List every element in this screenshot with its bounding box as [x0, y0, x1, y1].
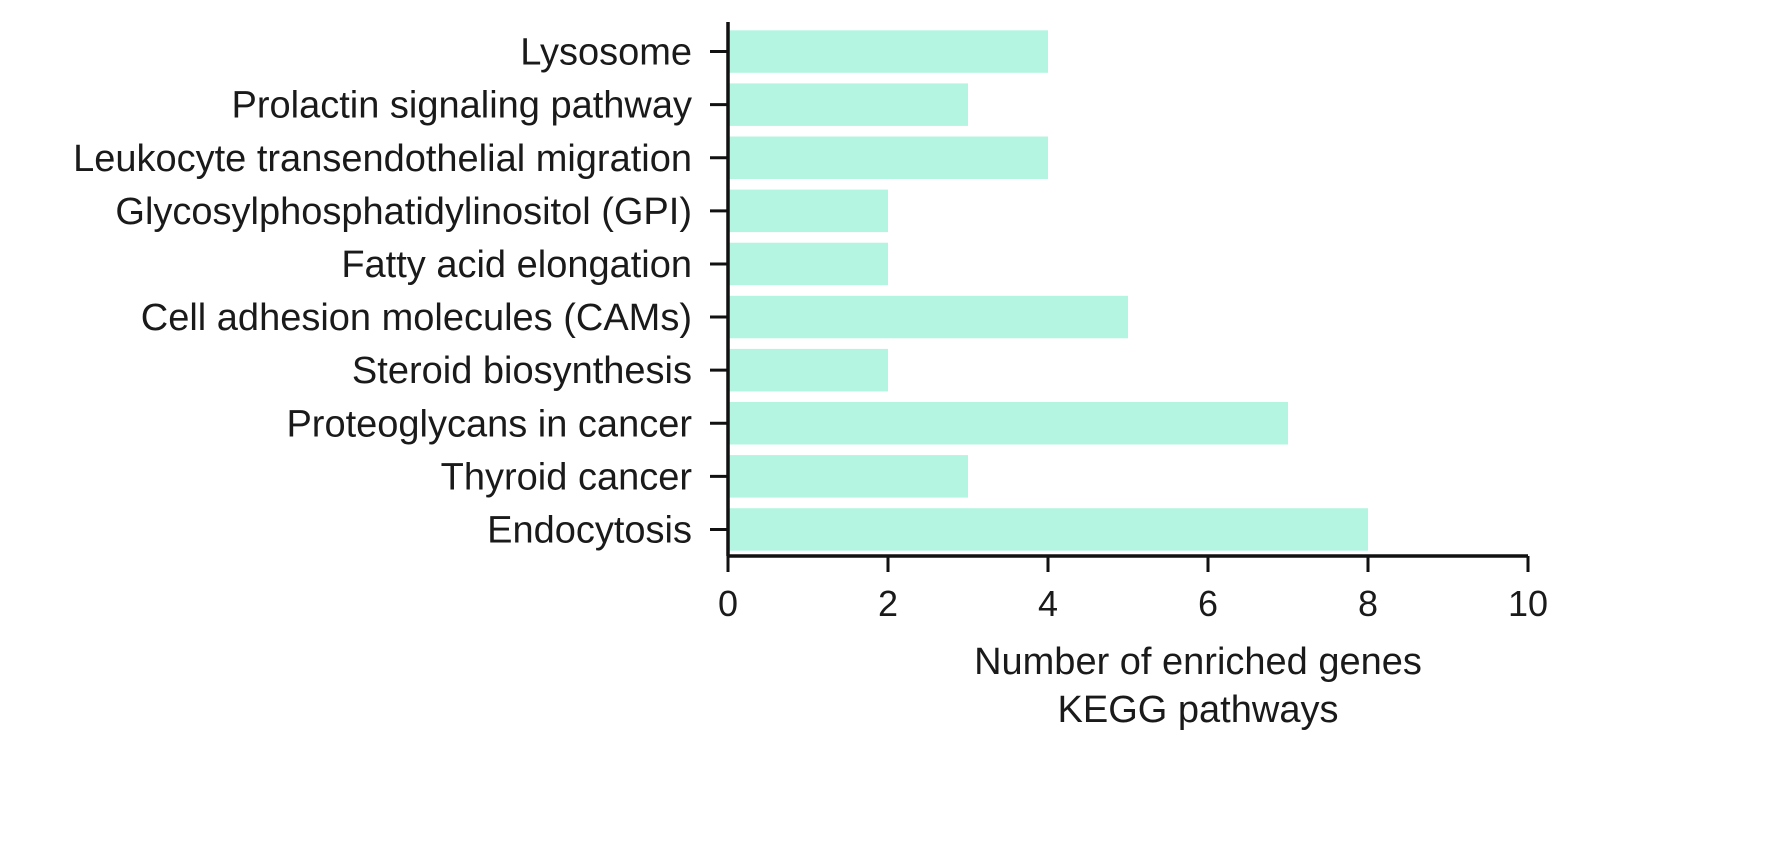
x-tick-label-4: 8 [1358, 583, 1378, 624]
bar-0 [728, 30, 1048, 73]
category-label-8: Thyroid cancer [441, 456, 693, 498]
bar-6 [728, 348, 888, 392]
bar-2 [728, 136, 1048, 179]
x-tick-label-2: 4 [1038, 583, 1058, 624]
category-label-7: Proteoglycans in cancer [286, 403, 692, 445]
category-label-5: Cell adhesion molecules (CAMs) [141, 297, 692, 339]
bar-9 [728, 508, 1368, 551]
x-tick-label-5: 10 [1508, 583, 1548, 624]
bar-3 [728, 189, 888, 233]
category-label-4: Fatty acid elongation [341, 244, 692, 286]
category-label-3: Glycosylphosphatidylinositol (GPI) [115, 191, 692, 233]
x-tick-label-0: 0 [718, 583, 738, 624]
bar-1 [728, 83, 968, 126]
x-tick-label-1: 2 [878, 583, 898, 624]
x-tick-label-3: 6 [1198, 583, 1218, 624]
chart-subtitle: KEGG pathways [1058, 689, 1339, 731]
bar-7 [728, 402, 1288, 445]
bar-5 [728, 295, 1128, 339]
bar-8 [728, 455, 968, 498]
category-label-0: Lysosome [520, 32, 692, 74]
bars-group [728, 30, 1368, 551]
y-axis: Lysosome Prolactin signaling pathway Leuko… [73, 22, 730, 556]
x-axis-title: Number of enriched genes [974, 641, 1422, 683]
category-label-6: Steroid biosynthesis [352, 350, 692, 392]
bar-4 [728, 242, 888, 286]
category-label-2: Leukocyte transendothelial migration [73, 138, 692, 180]
x-axis: 0 2 4 6 8 10 [718, 554, 1548, 624]
category-label-9: Endocytosis [487, 509, 692, 551]
category-label-1: Prolactin signaling pathway [232, 85, 693, 127]
